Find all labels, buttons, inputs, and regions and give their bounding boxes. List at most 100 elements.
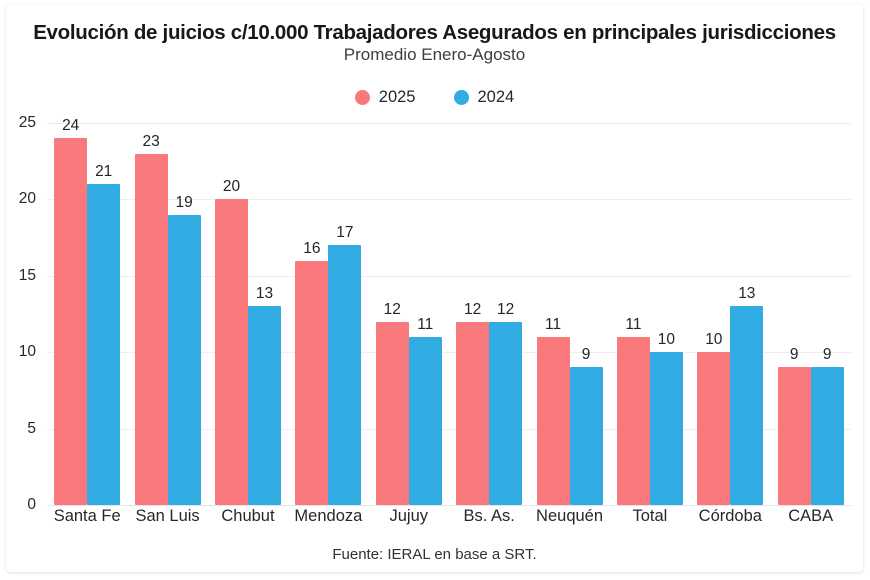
x-axis-label: Chubut — [221, 507, 275, 525]
bar-value-label: 19 — [175, 193, 193, 211]
bar-value-label: 16 — [303, 239, 321, 257]
bar[interactable] — [569, 367, 603, 505]
bar-item[interactable]: 10 — [649, 123, 683, 505]
bar[interactable] — [777, 367, 811, 505]
x-axis-label: Neuquén — [536, 507, 604, 525]
gridline: 0 — [27, 496, 851, 513]
gridline: 20 — [19, 190, 851, 207]
bar-value-label: 9 — [581, 346, 591, 364]
chart-card: Evolución de juicios c/10.000 Trabajador… — [6, 4, 863, 572]
bar-value-label: 23 — [142, 132, 160, 150]
bar-value-label: 13 — [738, 285, 756, 303]
x-axis-label: CABA — [788, 507, 834, 525]
chart-source: Fuente: IERAL en base a SRT. — [332, 546, 537, 563]
bar-group: 24 21 — [47, 117, 127, 505]
bar-item[interactable]: 13 — [247, 123, 281, 505]
bar[interactable] — [214, 199, 248, 505]
bar[interactable] — [489, 321, 523, 505]
x-axis-label: Bs. As. — [463, 507, 515, 525]
bar[interactable] — [54, 138, 88, 505]
bar[interactable] — [810, 367, 844, 505]
x-axis-label: Mendoza — [294, 507, 363, 525]
x-axis-label: San Luis — [135, 507, 200, 525]
bar-value-label: 9 — [789, 346, 799, 364]
bar-group: 12 11 — [369, 123, 449, 505]
y-axis-tick: 10 — [18, 343, 36, 361]
bar-item[interactable]: 24 — [54, 117, 88, 505]
gridline: 25 — [19, 114, 851, 131]
legend-swatch-icon — [354, 90, 370, 105]
bar-value-label: 24 — [62, 117, 80, 135]
bar-value-label: 13 — [255, 285, 274, 303]
bar-value-label: 10 — [657, 331, 676, 349]
bar-value-label: 12 — [383, 300, 401, 318]
bar-item[interactable]: 11 — [536, 123, 570, 505]
bar-item[interactable]: 20 — [214, 123, 248, 505]
x-axis-label: Total — [632, 507, 668, 525]
chart-title: Evolución de juicios c/10.000 Trabajador… — [33, 21, 836, 44]
bar[interactable] — [730, 306, 764, 505]
bar-group: 12 12 — [449, 123, 529, 505]
y-axis-tick: 15 — [18, 266, 36, 284]
bar-item[interactable]: 12 — [456, 123, 490, 505]
bar-value-label: 17 — [336, 224, 354, 242]
bar-group: 11 10 — [610, 123, 690, 505]
x-axis-labels: Santa Fe San Luis Chubut Mendoza Jujuy Bs. As… — [47, 507, 851, 533]
chart-legend: 2025 2024 — [6, 88, 863, 107]
y-axis-tick: 25 — [18, 114, 36, 131]
bar[interactable] — [649, 352, 683, 505]
bar-item[interactable]: 9 — [569, 123, 603, 505]
bar-item[interactable]: 11 — [616, 123, 650, 505]
bar[interactable] — [295, 260, 329, 505]
bar[interactable] — [87, 184, 121, 505]
bar-item[interactable]: 9 — [810, 123, 844, 505]
bar-value-label: 12 — [464, 300, 482, 318]
bar[interactable] — [375, 321, 409, 505]
legend-swatch-icon — [453, 90, 469, 105]
bar[interactable] — [456, 321, 490, 505]
x-axis-label: Jujuy — [389, 507, 429, 525]
bar-value-label: 11 — [417, 315, 434, 333]
chart-subtitle: Promedio Enero-Agosto — [343, 45, 526, 64]
bar-item[interactable]: 12 — [489, 123, 523, 505]
legend-label: 2024 — [477, 88, 515, 106]
y-axis-tick: 20 — [18, 190, 36, 208]
bar-group: 23 19 — [127, 123, 207, 505]
gridline: 15 — [19, 267, 851, 284]
bar-group: 16 17 — [288, 123, 368, 505]
y-axis-tick: 0 — [27, 496, 36, 513]
bar-item[interactable]: 12 — [375, 123, 409, 505]
legend-item-2025[interactable]: 2025 — [354, 88, 416, 107]
bar-value-label: 21 — [95, 163, 113, 181]
bar-item[interactable]: 17 — [328, 123, 362, 505]
bar[interactable] — [328, 245, 362, 505]
bar-item[interactable]: 9 — [777, 123, 811, 505]
bar[interactable] — [408, 336, 442, 505]
bar-item[interactable]: 23 — [134, 123, 168, 505]
bar-value-label: 20 — [222, 178, 241, 196]
bar-item[interactable]: 13 — [730, 123, 764, 505]
y-axis-tick: 5 — [27, 419, 36, 437]
legend-item-2024[interactable]: 2024 — [453, 88, 515, 107]
bar-group: 20 13 — [208, 123, 288, 505]
gridline: 5 — [27, 420, 851, 437]
bar-value-label: 10 — [705, 331, 723, 349]
bar-item[interactable]: 19 — [167, 123, 201, 505]
bar-item[interactable]: 11 — [408, 123, 442, 505]
bar[interactable] — [697, 352, 731, 505]
bar-value-label: 11 — [544, 315, 562, 333]
bar-item[interactable]: 21 — [87, 123, 121, 505]
bar[interactable] — [616, 336, 650, 505]
bar[interactable] — [134, 153, 168, 505]
legend-label: 2025 — [378, 88, 416, 106]
bar[interactable] — [247, 306, 281, 505]
bar[interactable] — [167, 214, 201, 505]
bar-item[interactable]: 10 — [697, 123, 731, 505]
bar-item[interactable]: 16 — [295, 123, 329, 505]
x-axis-label: Santa Fe — [53, 507, 121, 525]
gridline: 10 — [19, 343, 851, 360]
x-axis-label: Córdoba — [698, 507, 762, 525]
bar-groups: 24 21 23 19 20 13 16 17 12 11 12 12 11 9 11 10 10 13 9 9 — [47, 117, 851, 505]
bar[interactable] — [536, 336, 570, 505]
